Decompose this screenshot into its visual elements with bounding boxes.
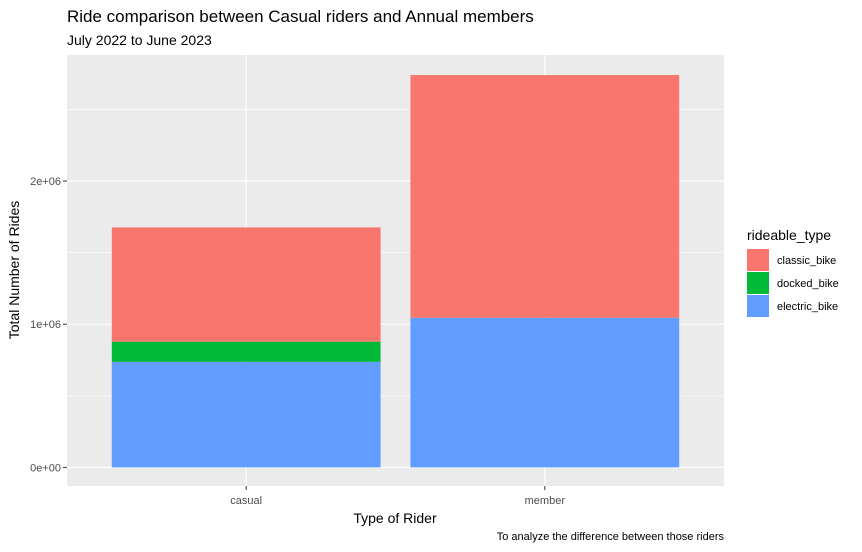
legend-label-docked_bike: docked_bike — [777, 278, 839, 290]
chart-title: Ride comparison between Casual riders an… — [67, 7, 534, 26]
y-axis-title: Total Number of Rides — [6, 201, 22, 340]
legend: rideable_type classic_bike docked_bikeele… — [747, 227, 839, 317]
x-axis-title: Type of Rider — [353, 510, 437, 526]
legend-label-classic_bike: classic_bike — [777, 255, 836, 267]
bar-segment-casual-docked_bike — [111, 341, 381, 362]
legend-key-electric_bike — [747, 295, 769, 317]
bar-segment-casual-classic_bike — [111, 227, 381, 342]
x-tick-label: casual — [230, 495, 262, 507]
bar-segment-member-classic_bike — [410, 75, 680, 318]
y-tick-label: 0e+00 — [30, 462, 61, 474]
legend-key-classic_bike — [747, 249, 769, 271]
legend-title: rideable_type — [747, 227, 831, 243]
y-tick-label: 1e+06 — [30, 319, 61, 331]
bar-segment-casual-electric_bike — [111, 361, 381, 468]
chart-subtitle: July 2022 to June 2023 — [67, 32, 212, 48]
legend-label-electric_bike: electric_bike — [777, 301, 838, 313]
bars — [111, 75, 680, 468]
x-axis-ticks: casual member — [230, 486, 565, 507]
legend-key-docked_bike — [747, 272, 769, 294]
chart-caption: To analyze the difference between those … — [496, 531, 724, 543]
bar-segment-member-electric_bike — [410, 317, 680, 468]
x-tick-label: member — [525, 495, 566, 507]
y-axis-ticks: 0e+00 1e+06 2e+06 — [30, 176, 67, 474]
y-tick-label: 2e+06 — [30, 176, 61, 188]
